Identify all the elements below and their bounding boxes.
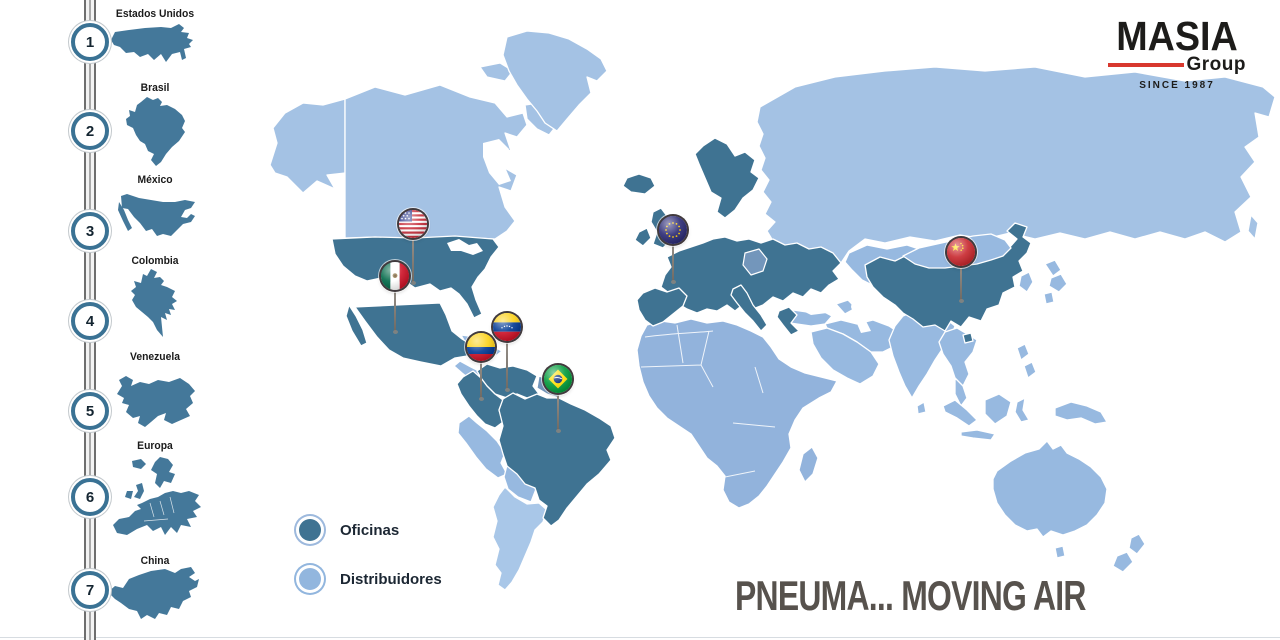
logo-red-line [1108, 63, 1184, 67]
map-australia [992, 440, 1108, 538]
legend-distributor-row: Distribuidores [294, 563, 442, 595]
map-africa [636, 318, 838, 509]
step-4-value: 4 [85, 312, 95, 330]
sidebar-label-venezuela: Venezuela [129, 351, 180, 363]
step-2-value: 2 [85, 122, 95, 140]
china-flag-icon [947, 238, 975, 266]
step-7-value: 7 [85, 581, 95, 599]
map-caspian-sea [851, 291, 871, 333]
step-number-3: 3 [71, 212, 109, 250]
brazil-silhouette-icon [126, 97, 185, 166]
logo-since-text: SINCE 1987 [1139, 80, 1215, 91]
map-sumatra [942, 399, 978, 427]
map-germany [742, 248, 768, 276]
map-iberia [636, 287, 688, 327]
venezuela-silhouette-icon [117, 376, 195, 427]
map-arctic-islands [479, 62, 514, 82]
usa-flag-icon [399, 210, 427, 238]
bottom-divider [0, 637, 1280, 638]
step-6-value: 6 [85, 488, 95, 506]
map-borneo [984, 393, 1012, 425]
sidebar-label-china: China [140, 555, 170, 567]
pin-brasil[interactable] [544, 365, 572, 433]
map-philippines [1016, 343, 1030, 361]
sidebar-label-mexico: México [137, 174, 173, 186]
pin-stick [670, 240, 676, 284]
map-hudson-bay [483, 139, 511, 185]
map-new-guinea [1054, 401, 1108, 425]
sidebar-label-europa: Europa [137, 440, 173, 452]
map-alaska [269, 98, 346, 194]
step-number-6: 6 [71, 478, 109, 516]
map-java [960, 429, 996, 441]
masia-group-logo: MASIA Group SINCE 1987 [1104, 16, 1250, 91]
map-russia [756, 66, 1276, 264]
mexico-flag-icon [381, 262, 409, 290]
logo-brand-name: MASIA [1116, 13, 1238, 59]
logo-sub-name: Group [1186, 54, 1246, 75]
sidebar-label-estados-unidos: Estados Unidos [115, 8, 195, 20]
map-greenland [502, 30, 608, 132]
brazil-flag-icon [544, 365, 572, 393]
europe-silhouette-icon [113, 457, 201, 535]
colombia-silhouette-icon [131, 269, 177, 337]
map-mexico [354, 302, 471, 367]
venezuela-flag-icon [493, 313, 521, 341]
step-5-value: 5 [85, 402, 95, 420]
map-korea [1018, 271, 1034, 293]
pin-colombia[interactable] [467, 333, 495, 401]
legend-office-label: Oficinas [340, 521, 400, 539]
pin-stick [478, 357, 484, 401]
logo-underline-row: Group [1104, 54, 1250, 76]
legend-distributor-label: Distribuidores [340, 570, 442, 588]
pin-stick [392, 286, 398, 334]
map-great-lakes [447, 239, 483, 255]
step-1-value: 1 [85, 33, 95, 51]
map-italy [730, 284, 768, 332]
pin-china[interactable] [947, 238, 975, 303]
usa-silhouette-icon [111, 24, 193, 62]
map-peru-ecuador [457, 415, 508, 479]
pin-stick [555, 389, 561, 433]
pin-venezuela[interactable] [493, 313, 521, 392]
map-ireland [634, 227, 652, 247]
eu-flag-icon [659, 216, 687, 244]
tagline-text: PNEUMA... MOVING AIR [735, 572, 1086, 619]
step-number-2: 2 [71, 112, 109, 150]
map-new-zealand [1128, 533, 1146, 555]
map-argentina-chile [492, 486, 548, 591]
step-number-1: 1 [71, 23, 109, 61]
legend-office-row: Oficinas [294, 514, 442, 546]
distributor-dot-icon [299, 568, 321, 590]
map-legend: Oficinas Distribuidores [294, 514, 442, 612]
pin-estados-unidos[interactable] [399, 210, 427, 285]
pin-stick [504, 337, 510, 392]
pin-stick [958, 262, 964, 303]
map-scandinavia [694, 137, 760, 219]
office-dot-icon [299, 519, 321, 541]
map-iceland [622, 173, 656, 195]
step-number-5: 5 [71, 392, 109, 430]
sidebar-label-colombia: Colombia [131, 255, 179, 267]
map-baltic-sea [739, 203, 753, 229]
pin-europa[interactable] [659, 216, 687, 284]
pin-mexico[interactable] [381, 262, 409, 334]
map-usa [331, 235, 500, 319]
china-silhouette-icon [108, 567, 199, 619]
map-madagascar [798, 446, 819, 483]
mexico-silhouette-icon [118, 194, 195, 236]
map-black-sea [799, 297, 833, 315]
step-number-7: 7 [71, 571, 109, 609]
sidebar-label-brasil: Brasil [140, 82, 170, 94]
map-arabia [810, 327, 880, 385]
colombia-flag-icon [467, 333, 495, 361]
world-map [269, 30, 1276, 591]
map-greece [776, 306, 800, 336]
pin-stick [410, 234, 416, 285]
map-japan [1044, 259, 1062, 277]
step-number-4: 4 [71, 302, 109, 340]
step-3-value: 3 [85, 222, 95, 240]
